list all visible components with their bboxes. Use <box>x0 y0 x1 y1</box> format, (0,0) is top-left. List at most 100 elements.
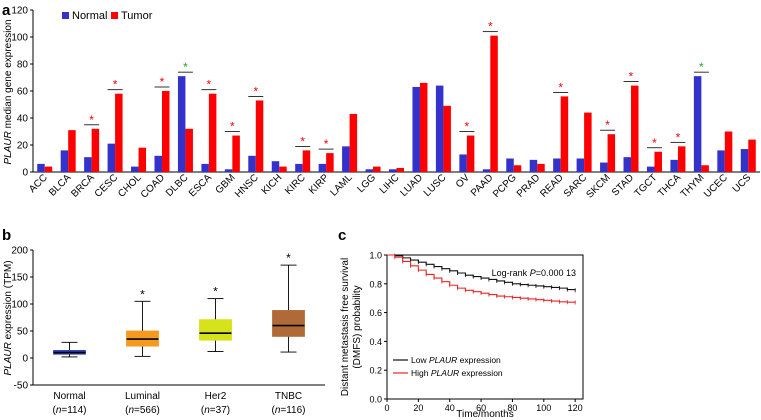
sig-star-esca: * <box>207 78 212 92</box>
category-label-ucec: UCEC <box>702 172 730 200</box>
bar-normal-prad <box>529 159 538 172</box>
category-label-esca: ESCA <box>187 172 214 199</box>
category-label-dlbc: DLBC <box>164 172 191 199</box>
legend-high-prefix: High <box>411 368 431 378</box>
category-label-blca: BLCA <box>47 172 73 198</box>
legend-low-prefix: Low <box>411 355 429 365</box>
category-label-laml: LAML <box>328 172 355 199</box>
sig-star-paad: * <box>488 20 493 34</box>
legend-low-gene: PLAUR <box>429 355 457 365</box>
category-label-pcpg: PCPG <box>491 172 519 200</box>
panel-c-survival-plot: 0.0 0.2 0.4 0.6 0.8 1.0 0 20 40 60 80 100 120 Log-ra… <box>340 251 584 420</box>
bar-normal-read <box>553 158 561 172</box>
bar-normal-ov <box>459 154 467 172</box>
bar-normal-hnsc <box>248 155 256 172</box>
bar-tumor-chol <box>138 147 147 172</box>
bar-tumor-blca <box>68 130 76 172</box>
bar-tumor-gbm <box>232 135 240 172</box>
box-n-var: n <box>56 405 62 416</box>
bar-tumor-hnsc <box>255 100 264 172</box>
panel-a-y-tick-label: 60 <box>17 87 29 98</box>
category-label-lihc: LIHC <box>378 172 402 196</box>
category-label-stad: STAD <box>610 172 636 198</box>
panel-c-y-tick-label: 0.0 <box>369 395 382 405</box>
bar-tumor-brca <box>91 128 100 172</box>
box-n-var: n <box>275 405 281 416</box>
panel-b-y-axis-label: PLAUR expression (TPM) <box>3 260 14 375</box>
box-n-value: =114) <box>61 405 86 416</box>
category-label-brca: BRCA <box>69 172 97 200</box>
category-label-luad: LUAD <box>398 172 425 199</box>
bar-tumor-thca <box>677 146 686 172</box>
panel-a-y-tick-label: 0 <box>22 168 28 179</box>
category-label-coad: COAD <box>139 172 167 200</box>
sig-star-box-tnbc: * <box>286 251 291 265</box>
bar-normal-ucec <box>717 150 725 172</box>
annotation-prefix: Log-rank <box>492 268 530 278</box>
bar-tumor-kich <box>279 166 287 172</box>
bar-normal-thym <box>693 76 702 172</box>
bar-normal-dlbc <box>177 76 186 172</box>
bar-normal-ucs <box>740 149 749 172</box>
box-label-her2: Her2 <box>205 391 227 402</box>
box-n-label-normal: (n=114) <box>52 405 86 416</box>
panel-c-x-tick-label: 20 <box>413 403 423 413</box>
panel-c-x-axis-label: Time/months <box>456 409 513 420</box>
bar-tumor-ucec <box>724 131 733 172</box>
legend-low-label: Low PLAUR expression <box>411 355 501 365</box>
bar-normal-skcm <box>600 162 608 172</box>
legend-high-label: High PLAUR expression <box>411 368 503 378</box>
category-label-acc: ACC <box>27 172 50 195</box>
category-label-prad: PRAD <box>515 172 542 199</box>
category-label-lusc: LUSC <box>422 172 449 199</box>
box-n-label-her2: (n=37) <box>201 405 230 416</box>
bar-tumor-lusc <box>443 105 451 172</box>
sig-star-dlbc: * <box>183 60 188 74</box>
panel-label-b: b <box>2 227 11 244</box>
panel-a-y-label-rest: median gene expression <box>3 19 14 131</box>
box-n-var: n <box>204 405 210 416</box>
bar-tumor-laml <box>349 113 358 172</box>
sig-star-read: * <box>558 80 563 94</box>
box-n-value: =566) <box>134 405 160 416</box>
category-label-kirc: KIRC <box>283 172 308 197</box>
bar-tumor-tgct <box>654 151 662 172</box>
sig-star-box-luminal: * <box>140 287 145 301</box>
sig-star-box-her2: * <box>213 285 218 299</box>
bar-normal-brca <box>84 157 92 172</box>
category-label-read: READ <box>538 172 565 199</box>
bar-normal-kirp <box>318 163 327 172</box>
legend-normal-swatch <box>62 12 69 19</box>
bar-tumor-prad <box>537 163 545 172</box>
category-label-cesc: CESC <box>93 172 120 199</box>
box-n-var: n <box>128 405 134 416</box>
panel-c-x-tick-label: 80 <box>507 403 517 413</box>
bar-normal-stad <box>623 157 632 172</box>
bar-tumor-dlbc <box>185 128 193 172</box>
panel-a-bar-chart: 0 20 40 60 80 100 120 * * * * * * * * * * * * * * * * * ACCBLC… <box>3 6 760 201</box>
box-n-open: ( <box>52 405 56 416</box>
bar-normal-lusc <box>435 85 444 172</box>
category-label-kirp: KIRP <box>307 172 332 197</box>
legend-tumor-label: Tumor <box>121 10 153 22</box>
bar-normal-gbm <box>224 169 233 172</box>
sig-star-stad: * <box>629 70 634 84</box>
box-n-open: ( <box>201 405 205 416</box>
box-label-tnbc: TNBC <box>275 391 302 402</box>
legend-tumor-swatch <box>111 12 118 19</box>
sig-star-gbm: * <box>230 120 235 134</box>
bar-normal-luad <box>412 86 420 172</box>
bar-tumor-lihc <box>396 167 404 172</box>
bar-normal-coad <box>154 155 162 172</box>
bar-normal-lgg <box>365 169 374 172</box>
sig-star-ov: * <box>465 120 470 134</box>
panel-c-y-axis-label-line1: Distant metastasis free survival <box>340 258 351 396</box>
bar-normal-paad <box>482 169 491 172</box>
legend-normal-label: Normal <box>72 10 107 22</box>
panel-a-y-tick-label: 40 <box>17 114 29 125</box>
sig-star-coad: * <box>160 75 165 89</box>
panel-a-y-axis-label: PLAUR median gene expression <box>3 19 14 164</box>
category-label-paad: PAAD <box>469 172 496 199</box>
category-label-sarc: SARC <box>562 172 589 199</box>
